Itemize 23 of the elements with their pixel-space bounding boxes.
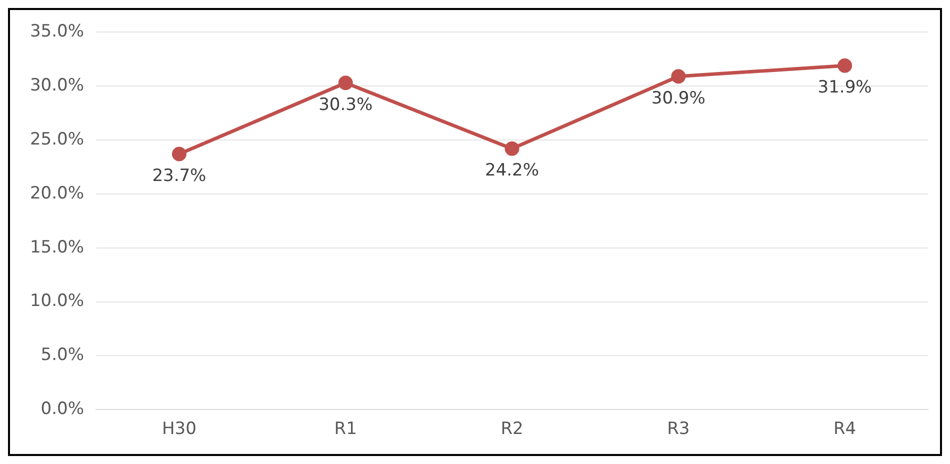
point <box>338 76 353 90</box>
data-label: 30.3% <box>318 94 373 115</box>
x-tick-label: R4 <box>833 419 856 440</box>
point <box>838 58 852 73</box>
y-tick-label: 15.0% <box>30 237 84 258</box>
x-tick-label: R1 <box>334 419 357 440</box>
data-label: 23.7% <box>152 166 206 186</box>
y-tick-label: 20.0% <box>30 183 84 204</box>
y-tick-label: 30.0% <box>30 76 84 96</box>
point <box>671 69 686 84</box>
y-tick-label: 0.0% <box>40 399 84 420</box>
y-tick-label: 25.0% <box>30 129 84 150</box>
data-label: 31.9% <box>818 78 872 98</box>
x-tick-label: H30 <box>162 419 196 440</box>
data-label: 24.2% <box>484 160 540 181</box>
point <box>172 146 186 162</box>
y-tick-label: 35.0% <box>30 22 84 42</box>
y-tick-label: 10.0% <box>30 291 84 312</box>
x-tick-label: R3 <box>667 419 690 440</box>
data-label: 30.9% <box>651 88 706 108</box>
y-tick-label: 5.0% <box>40 345 84 366</box>
x-tick-label: R2 <box>500 419 524 440</box>
point <box>504 141 520 156</box>
